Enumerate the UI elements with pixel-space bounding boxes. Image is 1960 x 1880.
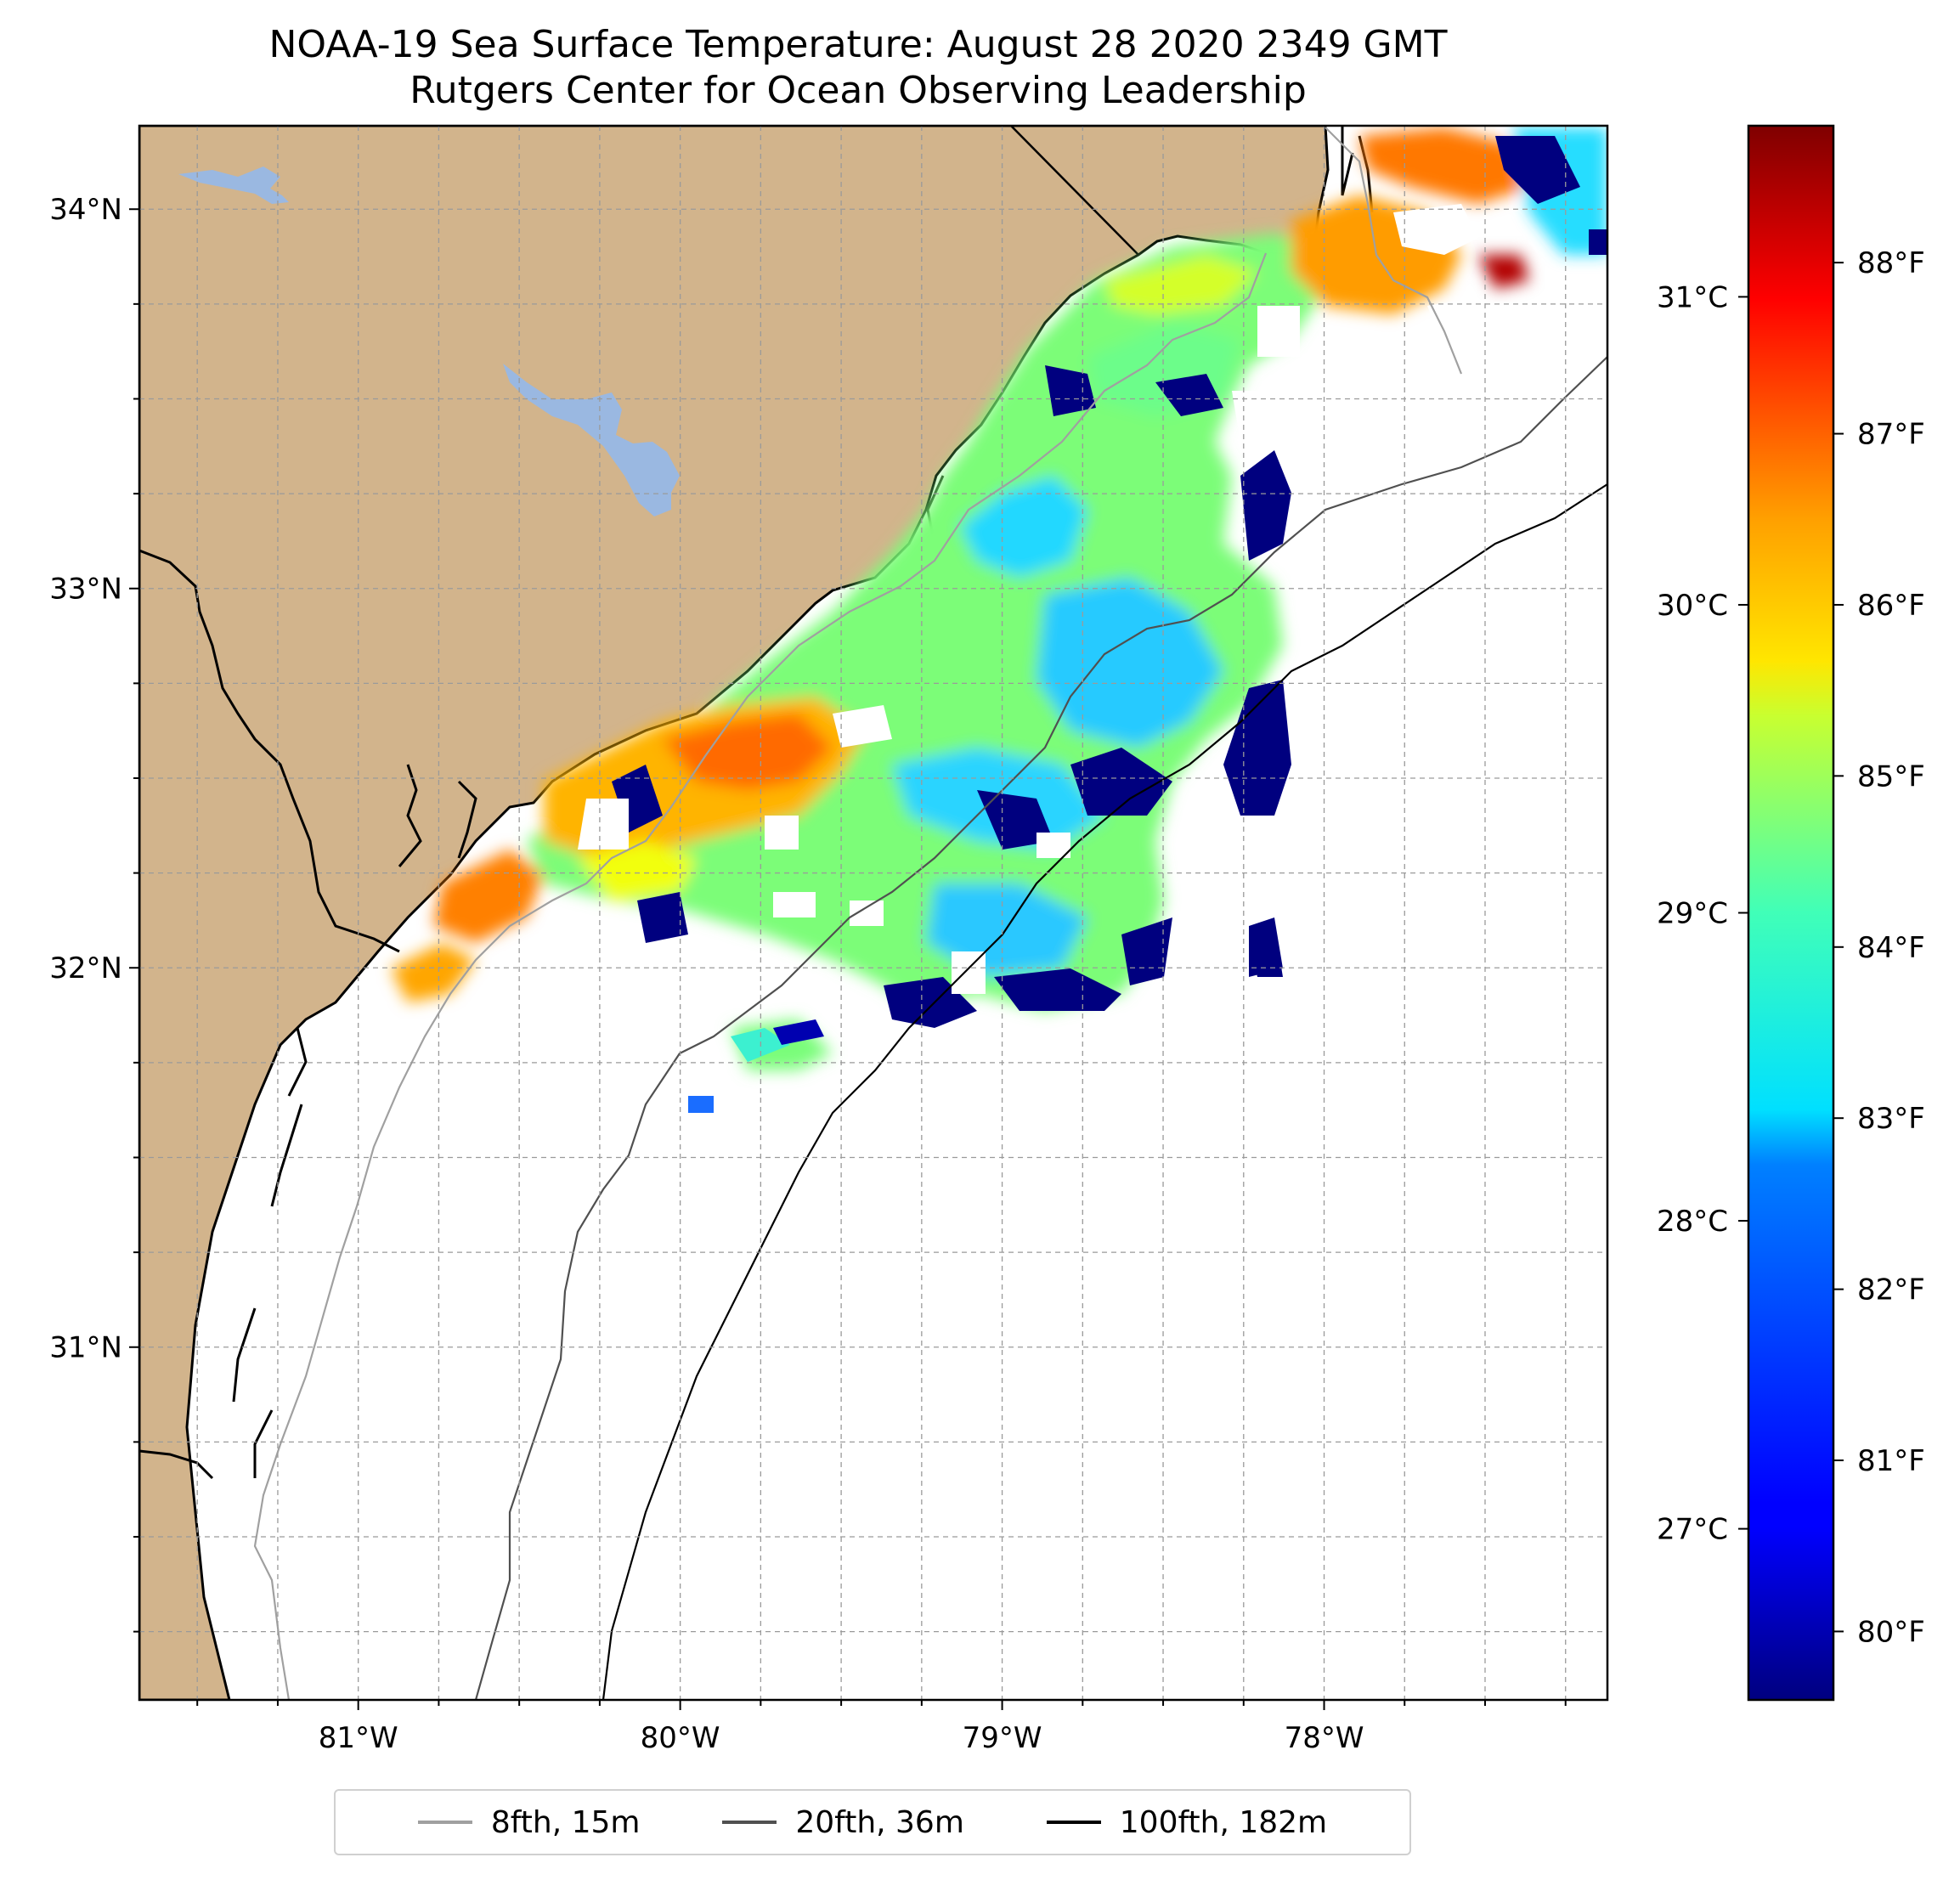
- colorbar-f-label: 88°F: [1857, 246, 1925, 280]
- colorbar-c-label: 29°C: [1657, 897, 1728, 931]
- map-frame: [138, 124, 1609, 1702]
- colorbar-fahrenheit-ticks: 80°F 81°F 82°F 83°F 84°F 85°F 86°F 87°F 88°F: [1833, 246, 1925, 1649]
- title-line-1: NOAA-19 Sea Surface Temperature: August …: [268, 23, 1448, 66]
- colorbar-f-label: 83°F: [1857, 1102, 1925, 1136]
- lat-tick-label: 34°N: [49, 193, 122, 227]
- lon-tick-label: 78°W: [1285, 1721, 1364, 1755]
- lake-moultrie: [503, 364, 680, 517]
- colorbar-c-label: 27°C: [1657, 1513, 1728, 1547]
- lat-tick-label: 32°N: [49, 951, 122, 985]
- cold-water-patches: [612, 136, 1607, 1028]
- legend-item-100fth: 100fth, 182m: [1046, 1804, 1328, 1840]
- legend-label-8fth: 8fth, 15m: [490, 1804, 641, 1840]
- sst-map-figure: 81°W 80°W 79°W 78°W 31°N 32°N 33°N 34°N 80°F 81…: [49, 124, 1925, 1755]
- colorbar-f-label: 87°F: [1857, 418, 1925, 452]
- no-data-holes: [578, 204, 1487, 994]
- contour-8fth: [253, 252, 1268, 1700]
- colorbar-celsius-ticks: 27°C 28°C 29°C 30°C 31°C: [1657, 280, 1748, 1547]
- colorbar-f-label: 80°F: [1857, 1615, 1925, 1649]
- contour-20fth: [474, 356, 1607, 1700]
- legend-item-8fth: 8fth, 15m: [417, 1804, 641, 1840]
- contour-100fth: [602, 483, 1607, 1700]
- colorbar-f-label: 81°F: [1857, 1444, 1925, 1478]
- colorbar-f-label: 84°F: [1857, 931, 1925, 965]
- colorbar-f-label: 82°F: [1857, 1273, 1925, 1307]
- lon-tick-label: 79°W: [963, 1721, 1042, 1755]
- altamaha-river: [139, 1449, 214, 1480]
- colorbar-f-label: 85°F: [1857, 759, 1925, 793]
- legend-label-20fth: 20fth, 36m: [795, 1804, 964, 1840]
- legend-item-20fth: 20fth, 36m: [722, 1805, 964, 1840]
- colorbar-c-label: 28°C: [1657, 1205, 1728, 1239]
- bathymetry-legend: 8fth, 15m 20fth, 36m 100fth, 182m: [334, 1789, 1411, 1855]
- lat-tick-label: 31°N: [49, 1331, 122, 1365]
- colorbar-c-label: 31°C: [1657, 280, 1728, 314]
- legend-label-100fth: 100fth, 182m: [1119, 1804, 1328, 1840]
- colorbar-c-label: 30°C: [1657, 589, 1728, 623]
- legend-line-100fth: [1046, 1821, 1101, 1824]
- colorbar-gradient: [1747, 124, 1835, 1702]
- state-boundary-nc-sc: [1010, 126, 1139, 256]
- map-area: [139, 126, 1607, 1700]
- lon-tick-label: 80°W: [641, 1721, 720, 1755]
- colorbar-f-label: 86°F: [1857, 589, 1925, 623]
- lat-axis: 31°N 32°N 33°N 34°N: [49, 193, 139, 1633]
- lake-marion: [178, 167, 289, 204]
- lon-axis: 81°W 80°W 79°W 78°W: [196, 1700, 1567, 1755]
- map-gridlines: [139, 126, 1607, 1700]
- legend-line-20fth: [722, 1821, 777, 1824]
- lat-tick-label: 33°N: [49, 573, 122, 607]
- lon-tick-label: 81°W: [319, 1721, 398, 1755]
- colorbar: 80°F 81°F 82°F 83°F 84°F 85°F 86°F 87°F 88°F 27°…: [1657, 124, 1925, 1702]
- contour-8fth-north: [1325, 127, 1463, 375]
- map-title: NOAA-19 Sea Surface Temperature: August …: [0, 22, 1716, 114]
- title-line-2: Rutgers Center for Ocean Observing Leade…: [410, 69, 1307, 112]
- legend-line-8fth: [417, 1821, 472, 1824]
